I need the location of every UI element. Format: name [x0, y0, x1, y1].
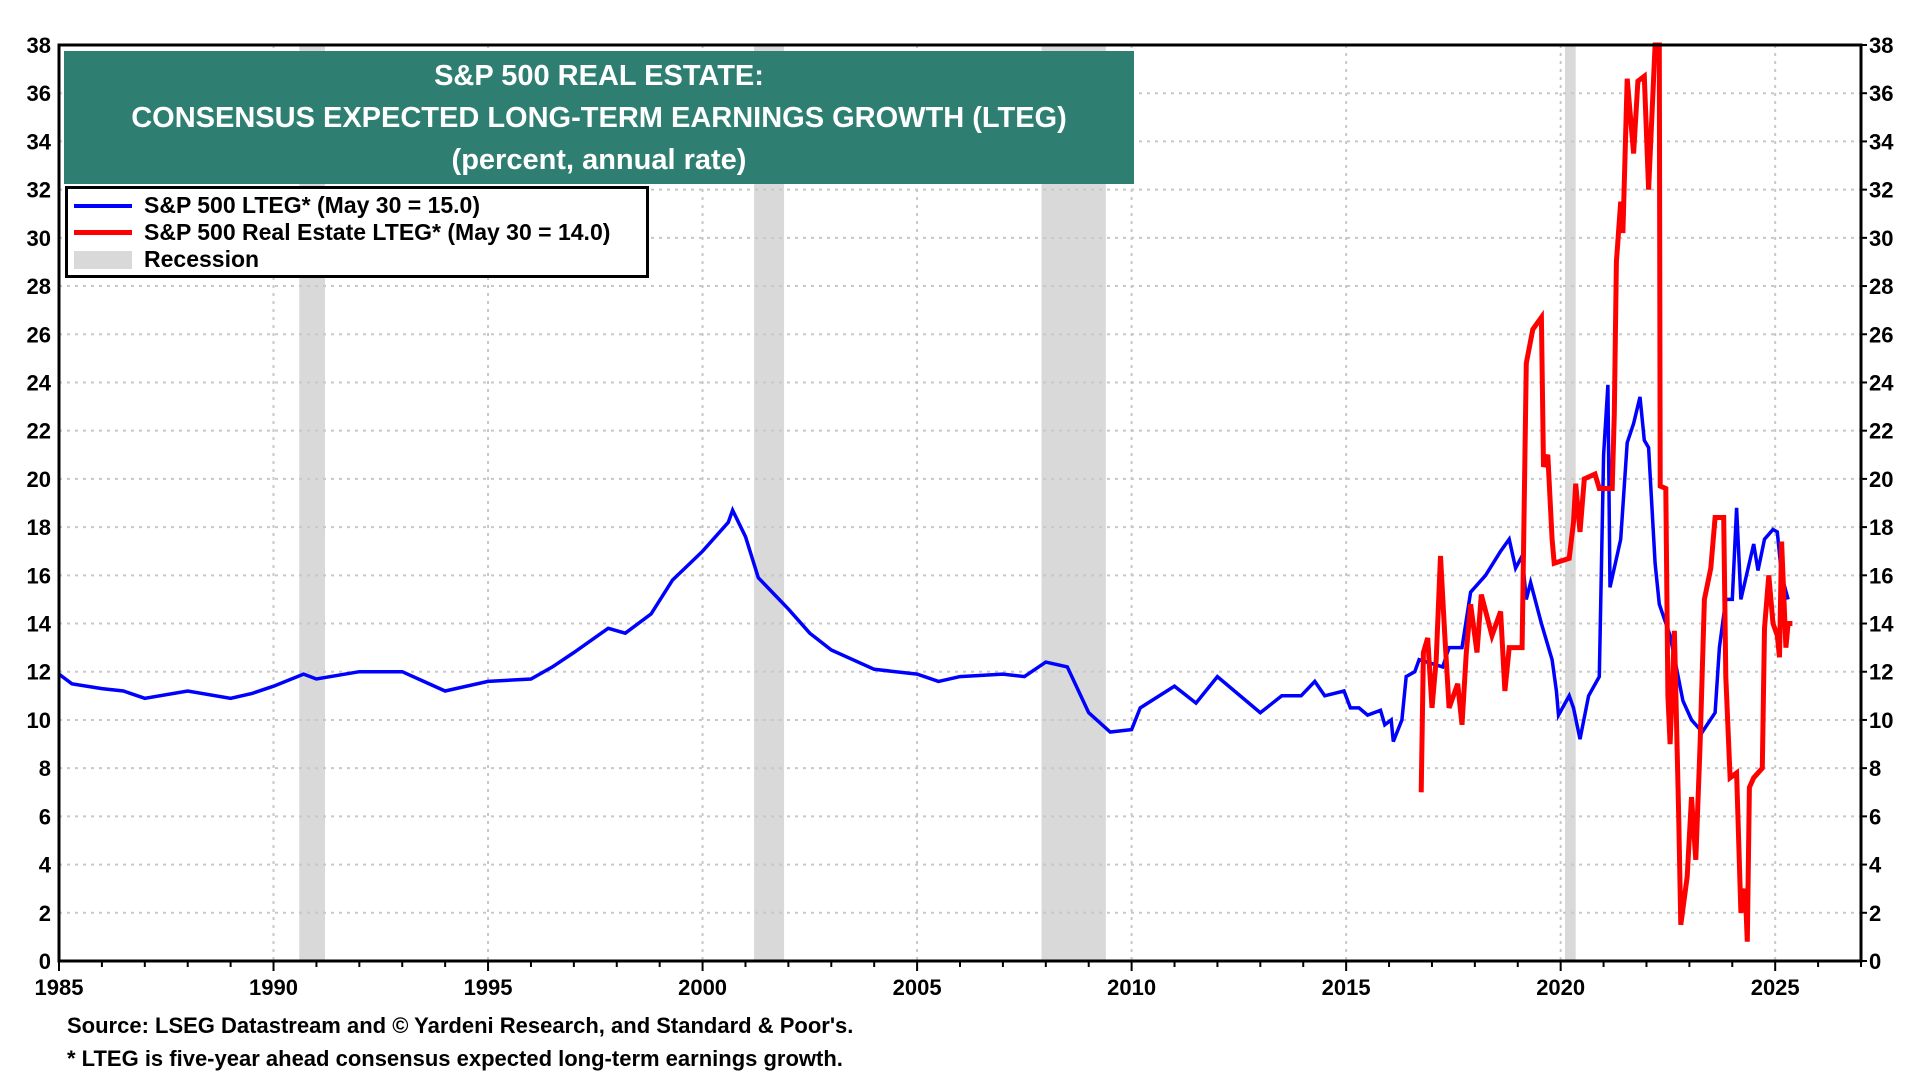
y-tick-label-left: 38	[27, 33, 51, 58]
y-tick-label-right: 38	[1869, 33, 1893, 58]
y-tick-label-right: 34	[1869, 129, 1894, 154]
y-tick-label-left: 34	[27, 129, 52, 154]
x-tick-label: 2000	[678, 975, 727, 1000]
y-tick-label-right: 18	[1869, 515, 1893, 540]
legend-label: Recession	[144, 246, 260, 272]
x-tick-label: 2025	[1751, 975, 1800, 1000]
y-tick-label-right: 30	[1869, 226, 1893, 251]
x-tick-label: 1995	[464, 975, 513, 1000]
y-tick-label-right: 16	[1869, 563, 1893, 588]
y-tick-label-left: 4	[39, 853, 52, 878]
y-tick-label-right: 6	[1869, 804, 1881, 829]
legend: S&P 500 LTEG* (May 30 = 15.0) S&P 500 Re…	[65, 186, 649, 278]
x-tick-label: 1990	[249, 975, 298, 1000]
source-note: Source: LSEG Datastream and © Yardeni Re…	[67, 1013, 854, 1038]
y-tick-label-right: 4	[1869, 853, 1882, 878]
y-tick-label-left: 22	[27, 419, 51, 444]
y-tick-label-left: 14	[27, 612, 52, 637]
x-tick-label: 2015	[1322, 975, 1371, 1000]
y-tick-label-left: 18	[27, 515, 51, 540]
y-tick-label-left: 2	[39, 901, 51, 926]
legend-swatch-blue	[74, 203, 132, 208]
x-tick-label: 1985	[35, 975, 84, 1000]
footnote: * LTEG is five-year ahead consensus expe…	[67, 1046, 843, 1071]
legend-label: S&P 500 LTEG* (May 30 = 15.0)	[144, 192, 481, 218]
legend-swatch-red	[74, 230, 132, 235]
y-tick-label-left: 20	[27, 467, 51, 492]
recession-band	[754, 45, 785, 961]
recession-band	[1041, 45, 1106, 961]
y-tick-label-right: 2	[1869, 901, 1881, 926]
legend-item-recession: Recession	[74, 246, 646, 273]
y-tick-label-left: 26	[27, 322, 51, 347]
y-tick-label-right: 32	[1869, 178, 1893, 203]
legend-swatch-recession	[74, 250, 132, 269]
y-tick-label-left: 24	[27, 370, 52, 395]
chart-title: S&P 500 REAL ESTATE: CONSENSUS EXPECTED …	[64, 51, 1134, 184]
x-tick-label: 2010	[1107, 975, 1156, 1000]
y-tick-label-right: 22	[1869, 419, 1893, 444]
y-tick-label-left: 8	[39, 756, 51, 781]
y-tick-label-left: 6	[39, 804, 51, 829]
y-tick-label-left: 16	[27, 563, 51, 588]
y-tick-label-left: 36	[27, 81, 51, 106]
y-tick-label-left: 30	[27, 226, 51, 251]
y-tick-label-right: 0	[1869, 949, 1881, 974]
y-tick-label-right: 26	[1869, 322, 1893, 347]
y-tick-label-right: 28	[1869, 274, 1893, 299]
y-tick-label-left: 12	[27, 660, 51, 685]
y-tick-label-right: 20	[1869, 467, 1893, 492]
y-tick-label-right: 8	[1869, 756, 1881, 781]
series-line-real-estate	[1418, 42, 1793, 942]
recession-band	[1564, 45, 1576, 961]
legend-item-sp500: S&P 500 LTEG* (May 30 = 15.0)	[74, 192, 646, 219]
legend-item-real-estate: S&P 500 Real Estate LTEG* (May 30 = 14.0…	[74, 219, 646, 246]
series-line-sp500	[57, 384, 1790, 743]
title-line-3: (percent, annual rate)	[451, 144, 747, 176]
title-line-1: S&P 500 REAL ESTATE:	[434, 60, 764, 92]
title-line-2: CONSENSUS EXPECTED LONG-TERM EARNINGS GR…	[131, 102, 1067, 134]
y-tick-label-right: 10	[1869, 708, 1893, 733]
y-tick-label-right: 36	[1869, 81, 1893, 106]
y-tick-label-left: 0	[39, 949, 51, 974]
series-lines	[57, 42, 1793, 942]
y-tick-label-left: 10	[27, 708, 51, 733]
x-tick-label: 2020	[1536, 975, 1585, 1000]
legend-label: S&P 500 Real Estate LTEG* (May 30 = 14.0…	[144, 219, 611, 245]
y-tick-label-right: 12	[1869, 660, 1893, 685]
y-tick-label-left: 28	[27, 274, 51, 299]
y-tick-label-right: 14	[1869, 612, 1894, 637]
x-tick-label: 2005	[893, 975, 942, 1000]
y-tick-label-left: 32	[27, 178, 51, 203]
y-tick-label-right: 24	[1869, 370, 1894, 395]
